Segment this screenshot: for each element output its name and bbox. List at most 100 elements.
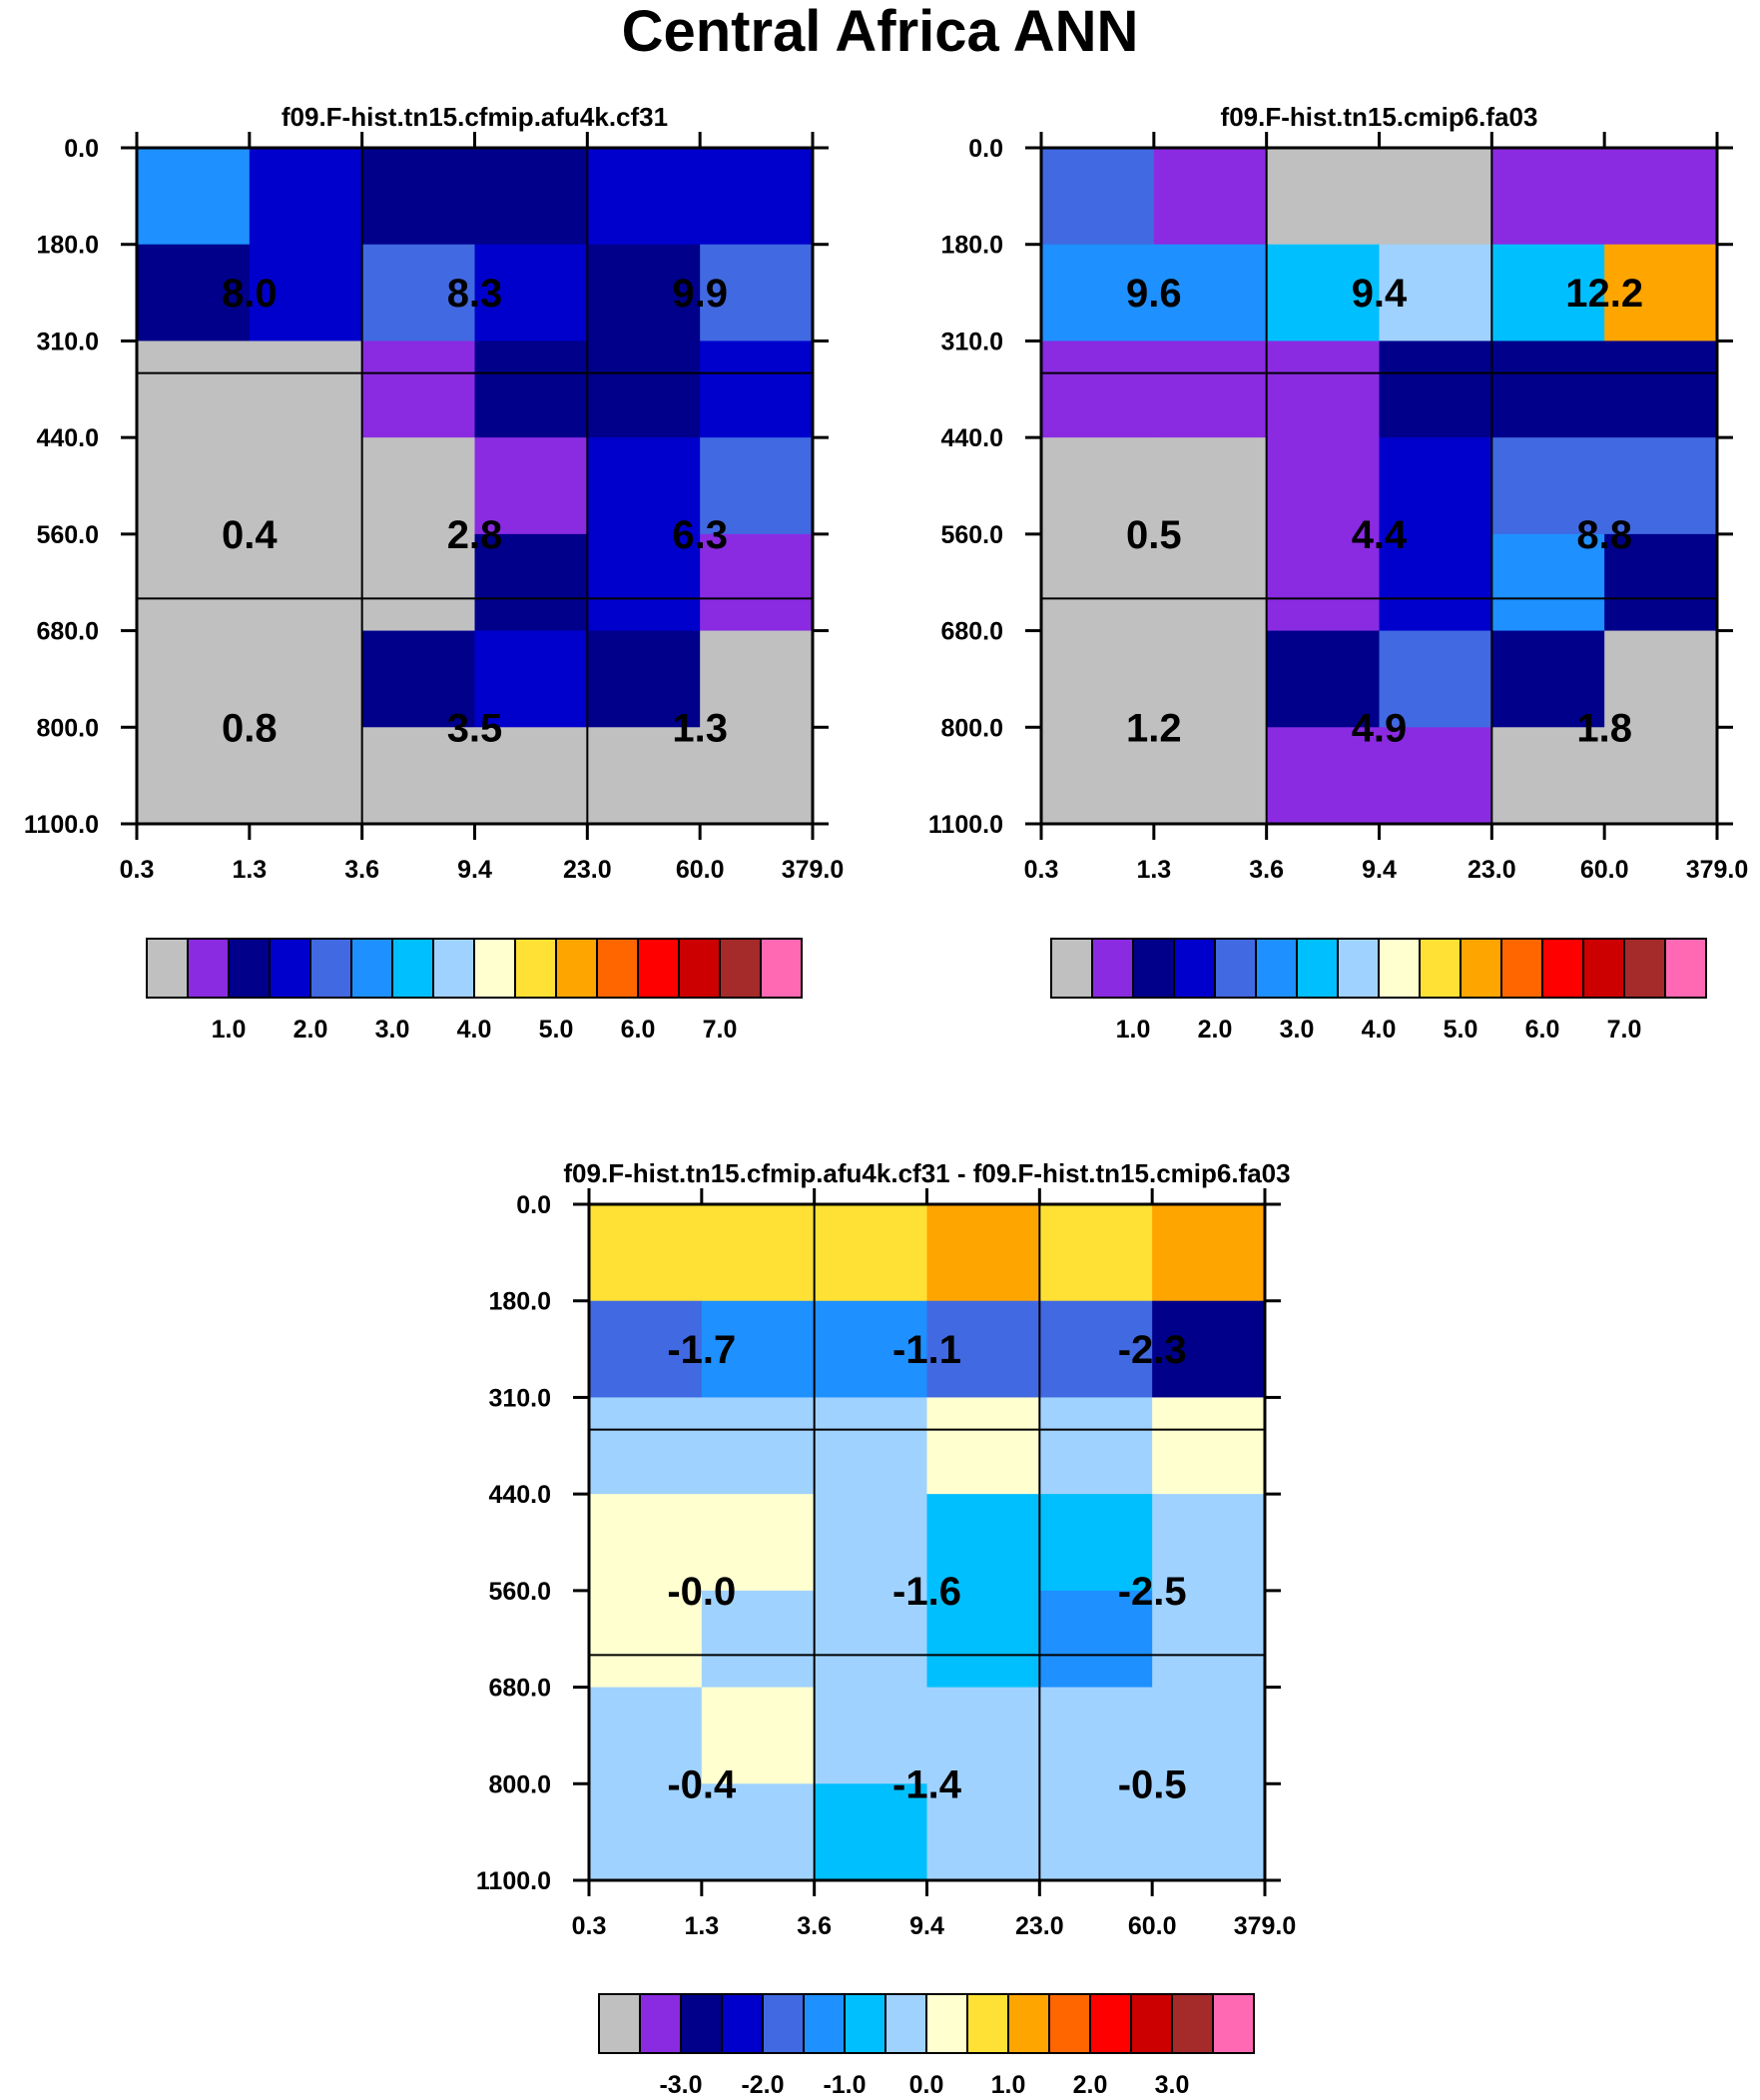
colorbar-swatch (1623, 938, 1666, 999)
block-value-label: -1.7 (667, 1328, 736, 1372)
heatmap-cell (587, 148, 701, 246)
heatmap-cell (474, 148, 588, 246)
heatmap-cell (1379, 148, 1492, 246)
panel-title: f09.F-hist.tn15.cfmip.afu4k.cf31 (282, 102, 668, 132)
heatmap-cell (700, 148, 814, 246)
colorbar-swatch (1089, 1993, 1132, 2054)
block-value-label: 9.6 (1126, 272, 1182, 316)
colorbar-swatch (146, 938, 189, 999)
colorbar-swatch (1214, 938, 1257, 999)
heatmap-cell (701, 1397, 816, 1495)
colorbar-swatch (803, 1993, 846, 2054)
colorbar-swatch (719, 938, 762, 999)
y-tick-label: 680.0 (488, 1675, 551, 1703)
heatmap-cell (1152, 1494, 1266, 1592)
heatmap-cell (1266, 727, 1381, 825)
colorbar-swatch (514, 938, 557, 999)
colorbar-label: 1.0 (991, 2071, 1026, 2099)
colorbar-swatch (1007, 1993, 1050, 2054)
heatmap-cell (1491, 148, 1605, 246)
heatmap-cell (1041, 244, 1155, 343)
heatmap-cell (137, 437, 251, 535)
heatmap-cell (926, 1300, 1040, 1399)
block-value-label: 1.8 (1576, 706, 1632, 750)
x-tick-label: 1.3 (684, 1912, 719, 1940)
y-tick-label: 180.0 (488, 1288, 551, 1316)
heatmap-cell (589, 1397, 703, 1495)
block-value-label: 3.5 (447, 706, 503, 750)
heatmap-cell (1039, 1494, 1153, 1592)
heatmap-cell (926, 1687, 1040, 1784)
colorbar-label: 1.0 (212, 1016, 247, 1044)
heatmap-cell (587, 437, 701, 535)
heatmap-cell (814, 1494, 928, 1592)
heatmap-cell (589, 1300, 703, 1399)
colorbar-swatch (637, 938, 680, 999)
x-tick-label: 60.0 (676, 856, 725, 884)
block-value-label: 2.8 (447, 513, 503, 557)
x-tick-label: 379.0 (1234, 1912, 1297, 1940)
plot-panel-2: f09.F-hist.tn15.cmip6.fa03 9.6 9.4 12.2 0.5 4… (928, 102, 1748, 1044)
block-value-label: -2.3 (1118, 1328, 1187, 1372)
colorbar-label: 5.0 (539, 1016, 574, 1044)
figure-title: Central Africa ANN (621, 0, 1139, 64)
colorbar-label: 6.0 (621, 1016, 656, 1044)
block-value-label: 0.5 (1126, 513, 1182, 557)
heatmap-cell (249, 244, 363, 343)
heatmap-cell (1266, 437, 1381, 535)
y-tick-label: 1100.0 (24, 811, 99, 839)
colorbar-label: 7.0 (703, 1016, 738, 1044)
heatmap-cell (1379, 727, 1492, 825)
heatmap-cell (1491, 341, 1605, 438)
colorbar-label: 4.0 (1362, 1016, 1397, 1044)
colorbar-swatch (1255, 938, 1298, 999)
heatmap-cell (1152, 1687, 1266, 1784)
heatmap-cell (589, 1687, 703, 1784)
heatmap-cell (1153, 148, 1268, 246)
colorbar-swatch (1132, 938, 1175, 999)
colorbar-label: 5.0 (1444, 1016, 1478, 1044)
heatmap-cell (361, 244, 476, 343)
heatmap-cell (137, 341, 251, 438)
heatmap-cell (1491, 533, 1605, 632)
colorbar-swatch (1171, 1993, 1214, 2054)
heatmap-cell (701, 1300, 816, 1399)
heatmap-cell (249, 727, 363, 825)
heatmap-cell (700, 244, 814, 343)
colorbar-label: 3.0 (375, 1016, 410, 1044)
heatmap-cell (1266, 244, 1381, 343)
block-value-label: 1.2 (1126, 706, 1182, 750)
colorbar-swatch (473, 938, 516, 999)
heatmap-cell (137, 244, 251, 343)
y-tick-label: 560.0 (940, 521, 1003, 549)
x-tick-label: 0.3 (120, 856, 155, 884)
heatmap-cell (1039, 1204, 1153, 1302)
block-value-label: 0.4 (222, 513, 278, 557)
colorbar-label: -3.0 (659, 2071, 702, 2099)
x-tick-label: 0.3 (572, 1912, 607, 1940)
colorbar-label: 3.0 (1280, 1016, 1315, 1044)
heatmap-cell (1266, 630, 1381, 728)
block-value-label: -1.1 (892, 1328, 961, 1372)
panel-title: f09.F-hist.tn15.cfmip.afu4k.cf31 - f09.F… (563, 1158, 1290, 1188)
heatmap-cell (1604, 533, 1718, 632)
colorbar-swatch (1664, 938, 1707, 999)
heatmap-cell (474, 630, 588, 728)
heatmap-cell (814, 1687, 928, 1784)
colorbar-swatch (309, 938, 352, 999)
heatmap-cell (700, 533, 814, 632)
heatmap-cell (1152, 1204, 1266, 1302)
heatmap-cell (137, 148, 251, 246)
x-tick-label: 23.0 (563, 856, 612, 884)
colorbar-swatch (1130, 1993, 1173, 2054)
heatmap-cell (926, 1204, 1040, 1302)
y-tick-label: 800.0 (940, 714, 1003, 742)
colorbar-label: 0.0 (909, 2071, 944, 2099)
colorbar-swatch (432, 938, 475, 999)
heatmap-cell (1152, 1300, 1266, 1399)
y-tick-label: 1100.0 (928, 811, 1003, 839)
colorbar-swatch (760, 938, 803, 999)
heatmap-cell (701, 1494, 816, 1592)
heatmap-cell (587, 533, 701, 632)
heatmap-cell (474, 533, 588, 632)
